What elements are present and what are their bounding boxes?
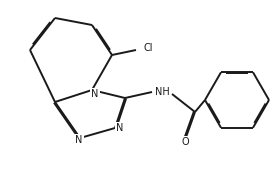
Text: N: N xyxy=(116,123,124,133)
Text: NH: NH xyxy=(155,87,169,97)
Text: N: N xyxy=(75,135,83,145)
Text: O: O xyxy=(181,137,189,147)
Text: N: N xyxy=(91,89,99,99)
Text: Cl: Cl xyxy=(143,43,153,53)
